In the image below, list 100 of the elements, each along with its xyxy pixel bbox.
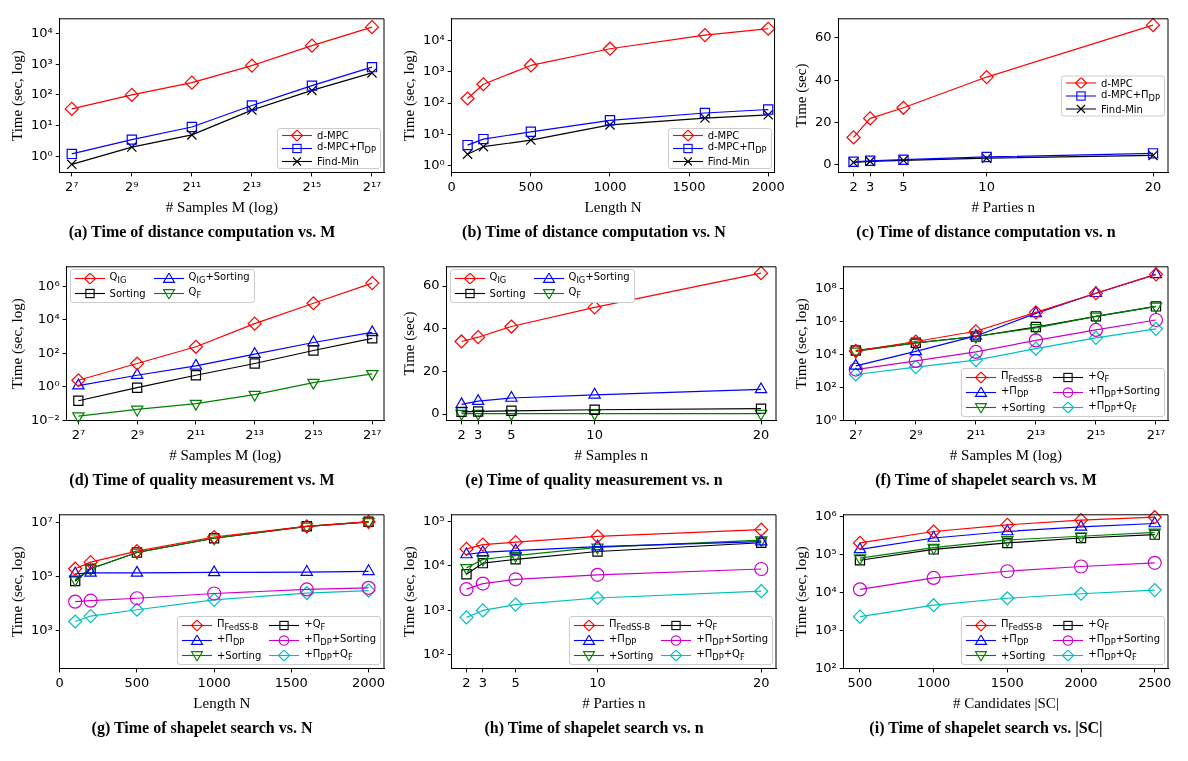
point [1000,564,1015,579]
y-tick-label: 10⁰ [814,411,837,427]
y-tick-label: 10⁸ [814,279,837,295]
legend-label: +Q$_{F}$ [1088,618,1110,634]
point [754,561,769,577]
point [926,570,941,586]
x-tick-label: 1500 [672,178,706,194]
point [852,535,868,551]
x-tick-label: 0 [447,178,456,194]
y-tick-label: 10⁵ [422,512,445,528]
legend-label: +Π$_{DP}$+Q$_{F}$ [1088,648,1137,664]
point [848,367,863,382]
point [927,530,940,542]
point [1148,516,1161,528]
x-tick-label: 10 [586,426,603,442]
point [1073,559,1089,574]
y-tick-label: 10³ [30,622,53,638]
x-tick-label: 2⁷ [65,178,79,194]
point [1088,322,1104,338]
y-tick-label: 20 [423,362,440,378]
point [459,610,474,625]
x-axis-title: Length N [584,198,642,215]
legend-label: +Q$_{F}$ [1088,370,1110,386]
x-tick-label: 1500 [990,674,1024,690]
y-tick-label: 10⁰ [30,147,53,163]
x-tick-label: 2¹⁵ [304,426,323,442]
x-tick-label: 20 [752,674,770,690]
legend-label: d-MPC+Π$_{DP}$ [707,141,767,157]
point [863,111,878,126]
y-tick-label: 10⁷ [30,514,53,530]
point [472,406,484,417]
legend-label: Q$_{IG}$+Sorting [568,270,630,286]
y-axis-title: Time (sec, log) [792,298,810,389]
legend-label: Find-Min [317,156,359,168]
point [306,296,321,311]
y-tick-label: 10³ [422,63,445,79]
legend-label: +Π$_{DP}$ [1000,385,1029,401]
y-tick-label: 10⁰ [37,378,60,394]
legend-label: Find-Min [1101,103,1143,115]
point [853,542,867,554]
point [1073,512,1089,528]
point [1148,321,1164,336]
point [73,395,84,406]
legend-label: Find-Min [707,156,750,168]
point [471,330,486,345]
x-axis-title: # Candidates |SC| [952,694,1059,711]
y-tick-label: 10² [37,344,60,360]
y-tick-label: 40 [815,71,832,87]
point [1028,333,1043,348]
y-tick-label: 10⁵ [814,545,837,561]
point [926,524,941,539]
y-tick-label: 10² [814,659,837,675]
y-tick-label: 40 [423,320,440,336]
x-tick-label: 2000 [352,674,386,690]
point [366,325,379,337]
legend-label: Π$_{FedSS-B}$ [1000,618,1043,634]
legend-label: +Π$_{DP}$ [216,633,245,649]
point [1145,18,1161,33]
point [979,69,994,85]
x-tick-label: 5 [899,178,908,194]
x-tick-label: 3 [474,426,483,442]
x-axis-title: # Samples M (log) [165,198,278,216]
point [454,334,469,349]
text: (a) Time of distance computation vs. M [67,223,337,241]
point [130,565,144,577]
x-tick-label: 500 [124,674,150,690]
point [588,387,601,399]
point [72,412,85,424]
x-tick-label: 20 [1144,178,1162,194]
point [247,316,262,331]
point [367,333,378,344]
point [508,597,523,612]
y-tick-label: 20 [815,113,832,129]
legend-label: d-MPC [317,130,349,142]
x-axis-title: # Samples M (log) [169,446,282,464]
text: (g) Time of shapelet search vs. N [90,719,314,737]
point [1148,312,1164,328]
y-tick-label: 0 [431,405,440,421]
legend-label: +Π$_{DP}$+Sorting [696,633,768,649]
point [908,359,923,375]
legend-label: Sorting [489,287,526,299]
point [83,593,98,608]
y-tick-label: 10⁴ [422,557,445,573]
x-tick-label: 1000 [197,674,231,690]
legend-label: Π$_{FedSS-B}$ [608,618,651,634]
point [1147,555,1162,570]
legend-label: Q$_{F}$ [568,285,582,301]
x-tick-label: 2 [462,674,471,690]
point [968,344,983,360]
point [1000,591,1015,606]
legend-label: Π$_{FedSS-B}$ [1000,370,1043,386]
point [504,319,519,334]
x-tick-label: 500 [518,178,544,194]
point [249,358,260,369]
legend-label: +Π$_{DP}$+Q$_{F}$ [304,648,353,664]
y-tick-label: 10³ [422,601,445,617]
legend-label: d-MPC [707,130,740,142]
x-tick-label: 2¹¹ [182,178,202,194]
legend-label: +Sorting [608,650,654,662]
point [1001,524,1014,536]
